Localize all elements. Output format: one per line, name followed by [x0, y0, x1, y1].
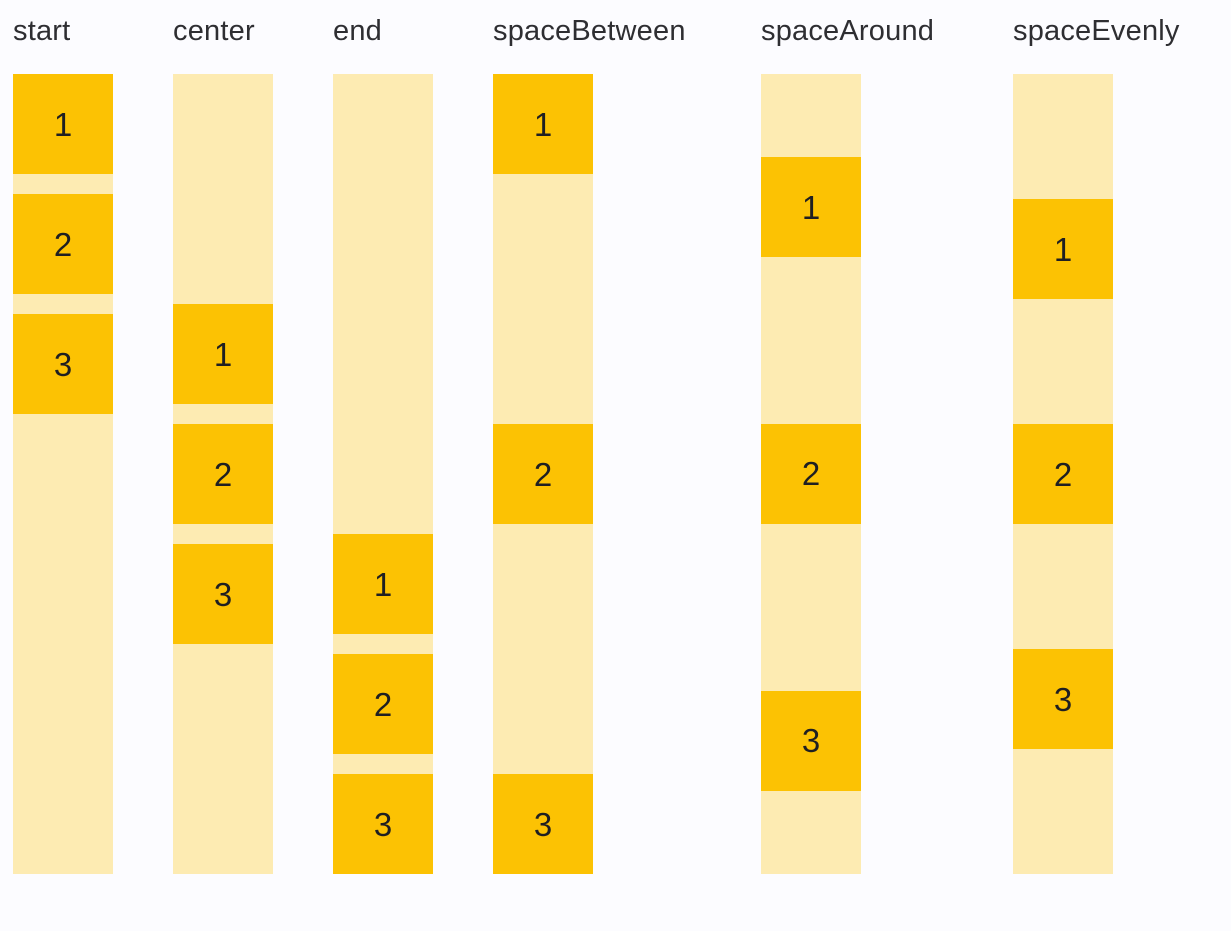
box-number: 2 [213, 455, 233, 493]
track-space-between: 1 2 3 [493, 74, 593, 874]
track-space-evenly: 1 2 3 [1013, 74, 1113, 874]
box-number: 1 [373, 565, 393, 603]
box-number: 2 [1053, 455, 1073, 493]
column-label-start: start [13, 15, 71, 47]
column-space-between: spaceBetween 1 2 3 [493, 0, 685, 931]
column-center: center 1 2 3 [173, 0, 273, 931]
box-number: 3 [1053, 680, 1073, 718]
track-start: 1 2 3 [13, 74, 113, 874]
flex-item-box: 3 [173, 544, 273, 644]
box-number: 3 [801, 722, 821, 760]
box-number: 2 [53, 225, 73, 263]
track-end: 1 2 3 [333, 74, 433, 874]
flex-item-box: 1 [173, 304, 273, 404]
flex-item-box: 2 [493, 424, 593, 524]
track-space-around: 1 2 3 [761, 74, 861, 874]
flex-item-box: 1 [13, 74, 113, 174]
column-label-space-evenly: spaceEvenly [1013, 15, 1180, 47]
box-number: 1 [801, 188, 821, 226]
column-space-evenly: spaceEvenly 1 2 3 [1013, 0, 1179, 931]
box-number: 1 [1053, 230, 1073, 268]
flex-item-box: 1 [493, 74, 593, 174]
column-label-space-between: spaceBetween [493, 15, 686, 47]
flex-item-box: 3 [761, 690, 861, 791]
box-number: 3 [373, 805, 393, 843]
column-end: end 1 2 3 [333, 0, 433, 931]
flex-item-box: 3 [13, 314, 113, 414]
flex-item-box: 2 [13, 194, 113, 294]
box-number: 1 [533, 105, 553, 143]
flex-item-box: 2 [1013, 424, 1113, 524]
flex-item-box: 1 [1013, 199, 1113, 299]
box-number: 2 [533, 455, 553, 493]
flex-item-box: 3 [1013, 649, 1113, 749]
column-label-space-around: spaceAround [761, 15, 935, 47]
flex-item-box: 2 [333, 654, 433, 754]
box-number: 2 [801, 455, 821, 493]
flex-item-box: 1 [761, 157, 861, 258]
box-number: 1 [53, 105, 73, 143]
flex-item-box: 1 [333, 534, 433, 634]
column-start: start 1 2 3 [13, 0, 113, 931]
flex-item-box: 3 [493, 774, 593, 874]
box-number: 2 [373, 685, 393, 723]
column-space-around: spaceAround 1 2 3 [761, 0, 934, 931]
box-number: 3 [533, 805, 553, 843]
column-label-end: end [333, 15, 382, 47]
flex-item-box: 3 [333, 774, 433, 874]
track-center: 1 2 3 [173, 74, 273, 874]
box-number: 3 [213, 575, 233, 613]
flex-item-box: 2 [173, 424, 273, 524]
box-number: 3 [53, 345, 73, 383]
flex-item-box: 2 [761, 423, 861, 524]
box-number: 1 [213, 335, 233, 373]
column-label-center: center [173, 15, 255, 47]
